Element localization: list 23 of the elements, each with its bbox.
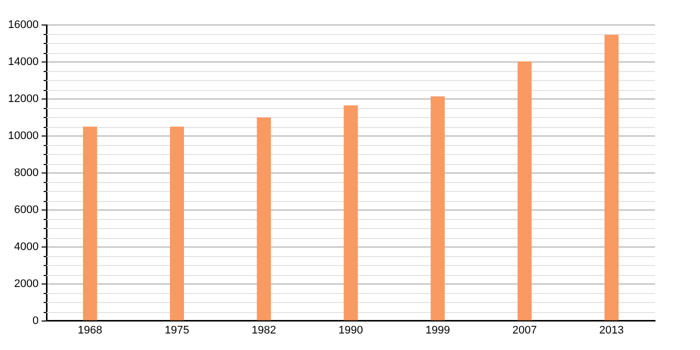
x-tick-label: 1968	[78, 324, 102, 336]
bar	[344, 105, 358, 320]
y-tick-label: 6000	[14, 204, 39, 216]
x-tick-label: 1990	[338, 324, 364, 336]
bar	[83, 126, 98, 320]
y-tick-label: 12000	[8, 92, 39, 105]
x-tick-label: 2007	[512, 324, 537, 336]
y-tick-label: 10000	[8, 130, 39, 142]
y-tick-label: 0	[32, 314, 39, 327]
x-tick-label: 2013	[599, 324, 624, 336]
bar	[604, 34, 619, 320]
bar	[170, 126, 184, 320]
x-tick-label: 1999	[425, 324, 450, 336]
y-tick-label: 2000	[14, 278, 39, 290]
bar	[256, 117, 271, 320]
bar	[430, 96, 445, 320]
bar	[518, 61, 532, 320]
x-tick-label: 1975	[164, 324, 190, 336]
x-tick-label: 1982	[252, 324, 276, 336]
y-tick-label: 16000	[8, 19, 39, 32]
y-tick-label: 14000	[8, 56, 39, 68]
y-tick-label: 8000	[14, 166, 39, 179]
y-tick-label: 4000	[14, 240, 39, 253]
